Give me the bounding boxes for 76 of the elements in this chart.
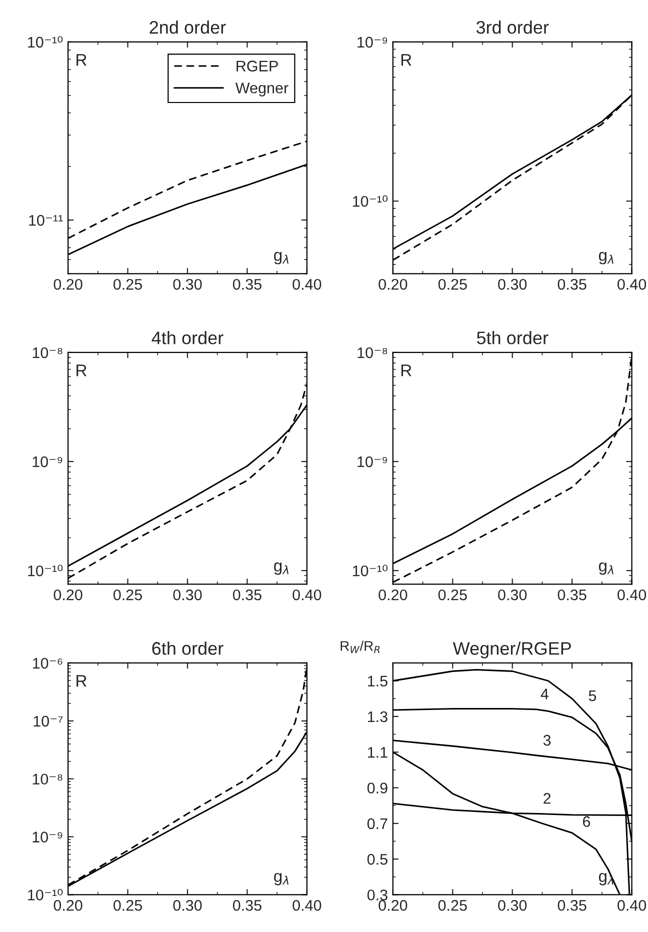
x-tick-label: 0.40 [292, 589, 322, 600]
annotation: 4 [540, 688, 548, 700]
x-axis-title: g$_{λ}$ [274, 872, 288, 886]
x-tick-label: 0.25 [113, 589, 142, 600]
y-tick-label: 10⁻⁶ [33, 658, 62, 669]
x-tick-label: 0.20 [378, 589, 408, 600]
x-tick-label: 0.20 [54, 278, 82, 290]
x-tick-label: 0.35 [558, 900, 586, 911]
annotation: 5 [588, 690, 596, 702]
y-tick-label: 10⁻⁸ [32, 774, 62, 785]
x-axis-title: g$_{λ}$ [598, 562, 614, 575]
y-tick-label: 10⁻¹⁰ [28, 564, 63, 576]
y-tick-label: 10⁻⁸ [32, 347, 62, 358]
x-tick-label: 0.40 [292, 278, 322, 290]
y-tick-label: 10⁻⁹ [32, 832, 62, 842]
x-tick-label: 0.30 [173, 589, 202, 600]
x-tick-label: 0.40 [618, 278, 646, 290]
y-tick-label: 10⁻⁹ [358, 36, 388, 48]
y-axis-title: R [401, 364, 412, 376]
legend-label: Wegner [235, 82, 288, 96]
x-tick-label: 0.40 [292, 900, 322, 911]
x-tick-label: 0.30 [498, 900, 527, 911]
x-tick-label: 0.25 [438, 900, 467, 911]
chart-title: 5th order [476, 331, 548, 344]
x-tick-label: 0.40 [618, 900, 646, 911]
y-tick-label: 10⁻¹⁰ [352, 195, 388, 207]
y-axis-title: R [76, 54, 86, 66]
annotation: 2 [544, 793, 551, 804]
x-axis-title: g$_{λ}$ [274, 252, 288, 264]
y-tick-label: 1.3 [368, 711, 388, 722]
x-axis-title: g$_{λ}$ [274, 562, 288, 575]
chart-title: 2nd order [150, 20, 226, 34]
y-tick-label: 0.9 [367, 782, 388, 794]
y-axis-title: R [76, 364, 86, 376]
chart-title: 6th order [152, 642, 224, 655]
x-tick-label: 0.30 [498, 278, 527, 290]
annotation: 6 [582, 816, 590, 827]
chart-title: 3rd order [476, 20, 549, 34]
x-tick-label: 0.30 [173, 278, 202, 290]
x-tick-label: 0.35 [558, 589, 586, 600]
y-tick-label: 1.1 [368, 747, 388, 758]
y-tick-label: 10⁻¹⁰ [352, 564, 388, 576]
y-tick-label: 10⁻¹⁰ [28, 888, 63, 900]
y-axis-title: R [76, 675, 86, 687]
y-tick-label: 10⁻⁷ [34, 716, 63, 727]
x-tick-label: 0.25 [113, 278, 142, 290]
y-tick-label: 0.5 [367, 854, 388, 865]
y-tick-label: 10⁻⁸ [358, 347, 388, 358]
x-tick-label: 0.30 [173, 900, 202, 911]
x-tick-label: 0.40 [618, 589, 646, 600]
y-tick-label: 0.7 [367, 818, 388, 830]
x-tick-label: 0.20 [54, 589, 82, 600]
chart-title: 4th order [152, 331, 224, 344]
x-tick-label: 0.20 [54, 900, 82, 911]
x-tick-label: 0.35 [232, 900, 262, 911]
x-tick-label: 0.35 [558, 278, 586, 290]
x-axis-title: g$_{λ}$ [598, 252, 614, 264]
y-tick-label: 1.5 [368, 676, 388, 686]
y-axis-title: R$_{W}$/R$_{R}$ [340, 640, 380, 654]
y-tick-label: 0.3 [367, 890, 388, 900]
chart-title: Wegner/RGEP [452, 642, 571, 658]
x-tick-label: 0.25 [438, 278, 467, 290]
x-tick-label: 0.25 [113, 900, 142, 911]
annotation: 3 [543, 734, 551, 746]
x-tick-label: 0.20 [378, 900, 408, 911]
x-tick-label: 0.30 [498, 589, 527, 600]
x-tick-label: 0.35 [232, 589, 262, 600]
y-tick-label: 10⁻⁹ [358, 456, 388, 468]
x-tick-label: 0.25 [438, 589, 467, 600]
y-tick-label: 10⁻¹⁰ [28, 36, 63, 48]
x-tick-label: 0.20 [378, 278, 408, 290]
y-tick-label: 10⁻⁹ [32, 456, 62, 468]
x-tick-label: 0.35 [232, 278, 262, 290]
y-axis-title: R [401, 54, 412, 66]
y-tick-label: 10⁻¹¹ [29, 214, 63, 226]
legend-label: RGEP [236, 60, 278, 72]
